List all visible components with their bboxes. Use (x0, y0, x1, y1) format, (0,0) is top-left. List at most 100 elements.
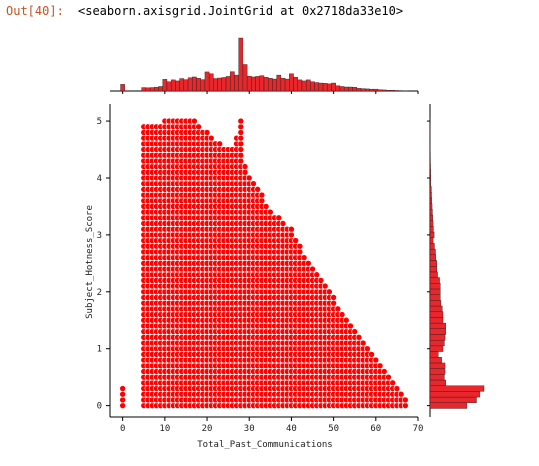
marginal-y-bar (429, 283, 441, 290)
marginal-x-bar (259, 75, 265, 92)
marginal-y-bar (429, 339, 445, 347)
marginal-y-bar (429, 243, 435, 250)
marginal-x-bar (386, 90, 391, 92)
marginal-x-bar (196, 78, 201, 92)
marginal-x-bar (394, 90, 400, 92)
x-tick-label: 10 (159, 424, 170, 434)
marginal-y-bar (429, 226, 434, 233)
marginal-y-bar (429, 163, 431, 170)
scatter-point (279, 220, 287, 227)
scatter-point (119, 396, 126, 404)
marginal-x-bar (149, 87, 155, 92)
scatter-point (288, 231, 295, 239)
y-tick-label: 1 (97, 345, 102, 355)
marginal-x-bar (339, 86, 345, 92)
marginal-x-bar (255, 76, 260, 92)
marginal-x-bar (225, 76, 231, 92)
marginal-x-bar (217, 77, 223, 92)
marginal-x-bar (322, 83, 328, 92)
marginal-x-bar (297, 79, 303, 92)
x-tick-label: 70 (413, 424, 424, 434)
marginal-y-bar (429, 174, 432, 182)
y-axis-label: Subject_Hotness_Score (85, 205, 95, 319)
marginal-x-bar (234, 74, 239, 92)
marginal-x-bar (213, 78, 218, 92)
marginal-y-bar (429, 203, 433, 210)
y-tick-label: 4 (97, 174, 102, 184)
marginal-x-bar (158, 86, 163, 92)
scatter-point (364, 345, 371, 353)
marginal-y-bar (429, 260, 438, 267)
marginal-y-bar (429, 220, 434, 227)
x-tick-label: 0 (120, 424, 125, 434)
scatter-point (342, 316, 350, 324)
marginal-y-bar (429, 328, 446, 335)
marginal-x-bar (335, 85, 341, 92)
scatter-point (338, 311, 346, 318)
x-tick-label: 50 (328, 424, 339, 434)
scatter-point (393, 385, 401, 392)
marginal-x-bar (276, 74, 282, 92)
scatter-point (359, 339, 367, 347)
scatter-point (203, 129, 211, 136)
scatter-point (321, 282, 329, 290)
marginal-y-bar (429, 391, 481, 398)
y-tick-label: 3 (97, 231, 102, 241)
marginal-y-histogram (427, 104, 485, 417)
scatter-point (241, 163, 249, 170)
scatter-point (300, 254, 308, 261)
marginal-x-bar (230, 71, 235, 92)
scatter-point (372, 356, 380, 364)
x-tick-label: 20 (202, 424, 213, 434)
marginal-y-bar (429, 368, 446, 375)
scatter-point (355, 334, 363, 341)
marginal-x-bar (263, 77, 269, 92)
scatter-point (237, 129, 245, 136)
marginal-y-bar (429, 345, 444, 352)
scatter-point (237, 146, 245, 153)
scatter-point (119, 390, 126, 398)
marginal-x-bar (369, 88, 374, 92)
marginal-y-bar (429, 192, 432, 199)
scatter-point (330, 294, 337, 301)
marginal-y-bar (429, 300, 442, 307)
scatter-point (237, 134, 245, 142)
marginal-x-bar (301, 80, 307, 92)
marginal-x-bar (268, 78, 273, 92)
marginal-x-histogram (110, 37, 419, 94)
marginal-y-bar (429, 334, 446, 341)
marginal-x-bar (360, 88, 366, 92)
marginal-x-bar (343, 86, 349, 92)
marginal-x-bar (390, 90, 395, 92)
scatter-point (237, 151, 245, 159)
scatter-point (237, 123, 245, 131)
marginal-x-bar (331, 82, 336, 92)
marginal-x-bar (179, 78, 185, 92)
marginal-x-bar (381, 89, 387, 92)
scatter-point (292, 237, 299, 244)
scatter-point (258, 197, 266, 205)
marginal-y-bar (429, 186, 432, 193)
marginal-y-bar (429, 214, 433, 221)
scatter-point (313, 271, 321, 279)
output-repr-text: <seaborn.axisgrid.JointGrid at 0x2718da3… (78, 4, 404, 18)
marginal-x-bar (166, 81, 172, 92)
scatter-point (334, 305, 342, 313)
scatter-point (385, 373, 392, 381)
marginal-x-bar (238, 37, 244, 92)
x-tick-label: 40 (286, 424, 297, 434)
scatter-point (258, 191, 266, 199)
x-axis-label: Total_Past_Communications (197, 440, 332, 450)
x-tick-label: 60 (370, 424, 381, 434)
marginal-y-bar (429, 396, 477, 403)
marginal-x-bar (200, 79, 206, 92)
marginal-x-bar (192, 76, 197, 92)
scatter-point (330, 299, 337, 307)
scatter-point (237, 117, 245, 125)
scatter-point (351, 328, 359, 335)
marginal-y-bar (429, 209, 433, 216)
scatter-point (237, 157, 245, 165)
marginal-x-bar (242, 64, 248, 92)
scatter-point (376, 362, 384, 370)
